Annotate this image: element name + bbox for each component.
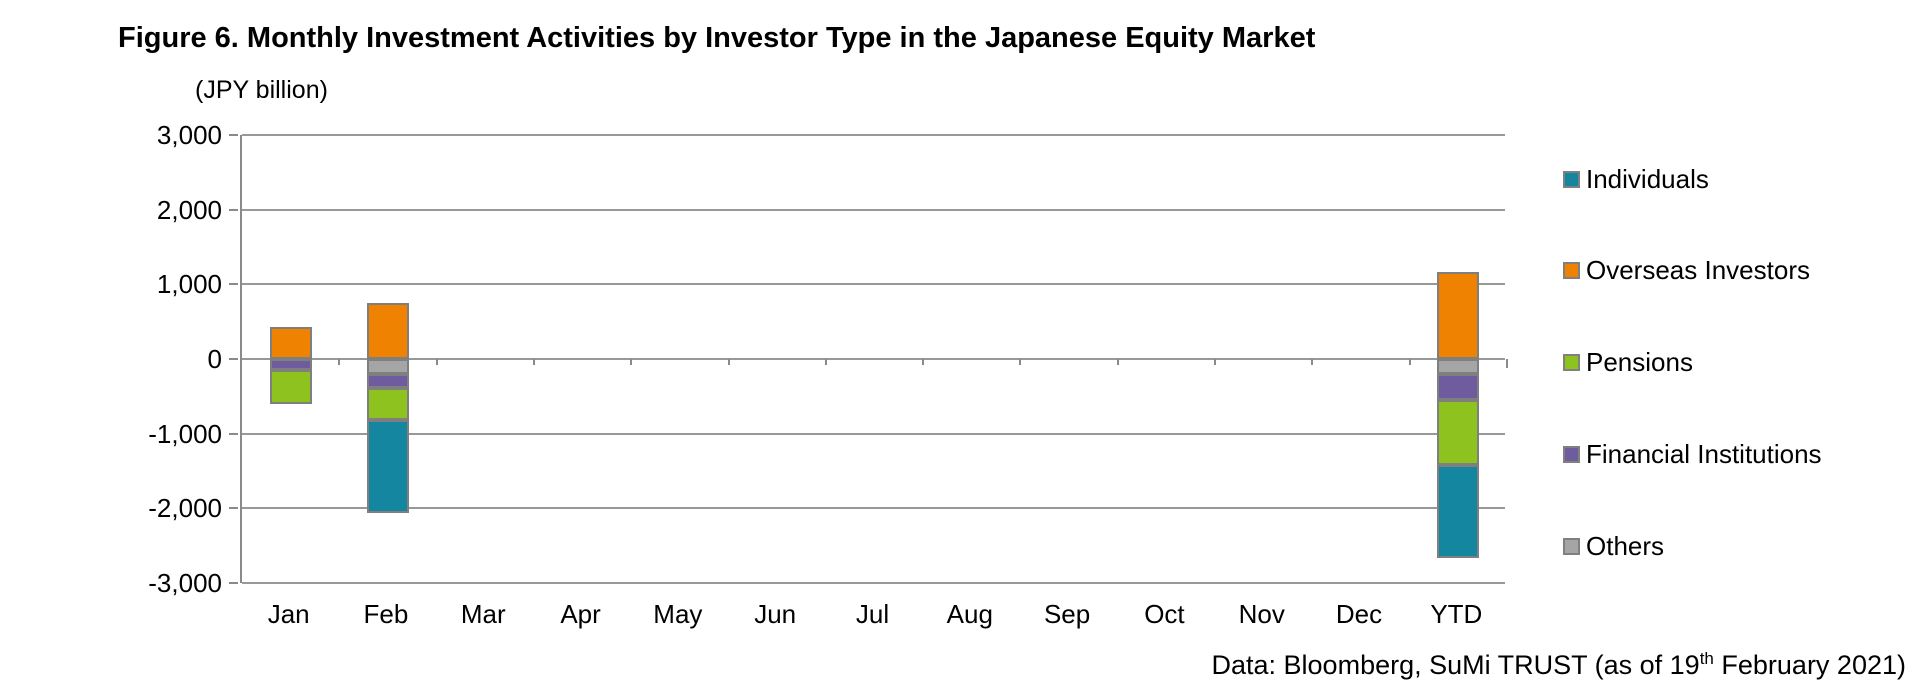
x-axis-tick-13: [1506, 359, 1508, 368]
y-axis-unit-label: (JPY billion): [195, 76, 328, 104]
bar-segment-feb-pensions: [366, 388, 409, 421]
legend-label-financial-institutions: Financial Institutions: [1586, 438, 1822, 469]
x-axis-tick-7: [922, 359, 925, 365]
y-axis-tick-3000: [229, 134, 238, 136]
x-axis-label-ytd: YTD: [1430, 599, 1483, 629]
gridline--3000: [242, 582, 1505, 584]
legend-item-overseas-investors: Overseas Investors: [1563, 255, 1810, 286]
bar-segment-ytd-pensions: [1437, 399, 1480, 466]
bar-segment-ytd-others: [1437, 359, 1480, 375]
legend-item-others: Others: [1563, 531, 1664, 561]
x-axis-label-aug: Aug: [946, 599, 993, 629]
x-axis-tick-11: [1311, 359, 1314, 365]
y-axis-tick--2000: [229, 507, 238, 510]
gridline-1000: [242, 283, 1505, 286]
bar-segment-feb-overseas-investors: [366, 303, 409, 359]
y-axis-tick-2000: [229, 208, 238, 211]
x-axis-label-may: May: [653, 599, 703, 629]
x-axis-tick-6: [824, 359, 827, 365]
y-axis-label-0: 0: [207, 344, 222, 374]
bar-segment-jan-financial-institutions: [269, 359, 312, 371]
bar-segment-ytd-overseas-investors: [1437, 271, 1480, 359]
individuals-swatch-icon: [1563, 170, 1580, 188]
plot-area: [240, 134, 1508, 584]
legend: Individuals Overseas Investors Pensions Fin…: [1563, 0, 1913, 600]
legend-label-overseas-investors: Overseas Investors: [1586, 255, 1810, 286]
y-axis-label--1000: -1,000: [148, 418, 222, 449]
bar-segment-ytd-individuals: [1437, 465, 1480, 559]
legend-item-individuals: Individuals: [1563, 164, 1709, 194]
gridline-0: [242, 358, 1505, 360]
financial-institutions-swatch-icon: [1563, 445, 1580, 463]
pensions-swatch-icon: [1563, 354, 1580, 371]
chart-title: Figure 6. Monthly Investment Activities …: [118, 22, 1316, 54]
y-axis-label--3000: -3,000: [148, 568, 222, 598]
x-axis-label-jul: Jul: [855, 599, 890, 629]
y-axis-label-1000: 1,000: [156, 269, 222, 300]
x-axis-tick-5: [727, 359, 730, 365]
x-axis-label-mar: Mar: [460, 599, 506, 629]
x-axis-label-sep: Sep: [1043, 599, 1091, 629]
legend-item-pensions: Pensions: [1563, 347, 1693, 378]
legend-label-pensions: Pensions: [1586, 347, 1693, 377]
x-axis-tick-2: [435, 359, 438, 365]
x-axis-tick-8: [1019, 359, 1022, 365]
overseas-investors-swatch-icon: [1563, 262, 1580, 280]
y-axis-label-3000: 3,000: [156, 120, 222, 150]
legend-label-individuals: Individuals: [1586, 163, 1709, 194]
x-axis-tick-3: [532, 359, 535, 365]
x-axis-label-apr: Apr: [560, 599, 601, 629]
gridline--1000: [242, 432, 1505, 435]
gridline-2000: [242, 208, 1505, 211]
x-axis-tick-9: [1116, 359, 1119, 365]
bar-segment-ytd-financial-institutions: [1437, 374, 1480, 400]
x-axis-tick-12: [1408, 359, 1411, 365]
source-text-suffix: February 2021): [1713, 650, 1906, 680]
x-axis-label-dec: Dec: [1335, 599, 1383, 629]
data-source-note: Data: Bloomberg, SuMi TRUST (as of 19th …: [1212, 649, 1907, 681]
x-axis-label-feb: Feb: [363, 599, 409, 629]
source-superscript: th: [1699, 649, 1714, 668]
bar-segment-feb-financial-institutions: [366, 374, 409, 389]
y-axis-tick--1000: [229, 432, 238, 435]
x-axis-label-nov: Nov: [1238, 599, 1285, 629]
bar-segment-feb-individuals: [366, 420, 409, 514]
y-axis-tick-0: [229, 358, 238, 360]
x-axis-label-jun: Jun: [754, 599, 797, 629]
source-text: Data: Bloomberg, SuMi TRUST (as of 19: [1211, 650, 1700, 680]
x-axis-tick-1: [338, 359, 341, 365]
legend-item-financial-institutions: Financial Institutions: [1563, 439, 1822, 469]
bar-segment-jan-pensions: [269, 370, 312, 405]
gridline-3000: [242, 134, 1505, 136]
gridline--2000: [242, 507, 1505, 510]
x-axis-label-oct: Oct: [1144, 599, 1185, 629]
y-axis-tick--3000: [229, 582, 238, 584]
y-axis-label-2000: 2,000: [156, 194, 222, 225]
x-axis-tick-10: [1214, 359, 1217, 365]
x-axis-tick-4: [630, 359, 633, 365]
legend-label-others: Others: [1586, 530, 1665, 561]
bar-segment-jan-overseas-investors: [269, 327, 312, 359]
others-swatch-icon: [1563, 537, 1580, 555]
x-axis-label-jan: Jan: [267, 599, 310, 629]
y-axis-label--2000: -2,000: [148, 493, 222, 524]
bar-segment-feb-others: [366, 359, 409, 375]
y-axis-tick-1000: [229, 283, 238, 286]
